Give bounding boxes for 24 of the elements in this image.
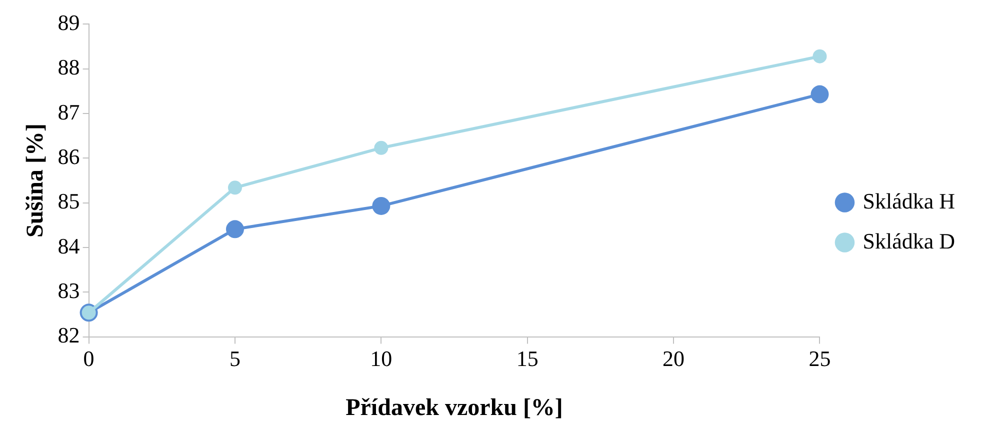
point	[228, 180, 242, 195]
x-tick-label: 15	[516, 346, 538, 371]
point	[226, 220, 244, 238]
y-axis-title: Sušina [%]	[22, 123, 49, 238]
legend-label: Skládka H	[862, 188, 956, 214]
y-tick-label: 86	[58, 144, 80, 169]
x-axis-title: Přídavek vzorku [%]	[346, 394, 563, 421]
y-tick-label: 88	[58, 54, 80, 80]
y-tick-label: 84	[58, 233, 80, 258]
y-tick-label: 85	[58, 188, 80, 214]
y-tick-label: 83	[58, 278, 80, 303]
y-tick-label: 89	[58, 10, 80, 35]
point	[372, 196, 390, 215]
y-tick-label: 82	[58, 322, 80, 348]
legend-label: Skládka D	[862, 228, 955, 254]
point	[374, 140, 388, 155]
x-tick-label: 10	[370, 346, 392, 371]
point	[812, 49, 827, 64]
x-tick-label: 0	[83, 346, 94, 371]
y-tick-label: 87	[58, 99, 80, 124]
x-tick-label: 20	[662, 346, 685, 371]
point	[810, 85, 829, 104]
x-tick-label: 25	[808, 346, 831, 371]
x-tick-label: 5	[229, 346, 240, 371]
